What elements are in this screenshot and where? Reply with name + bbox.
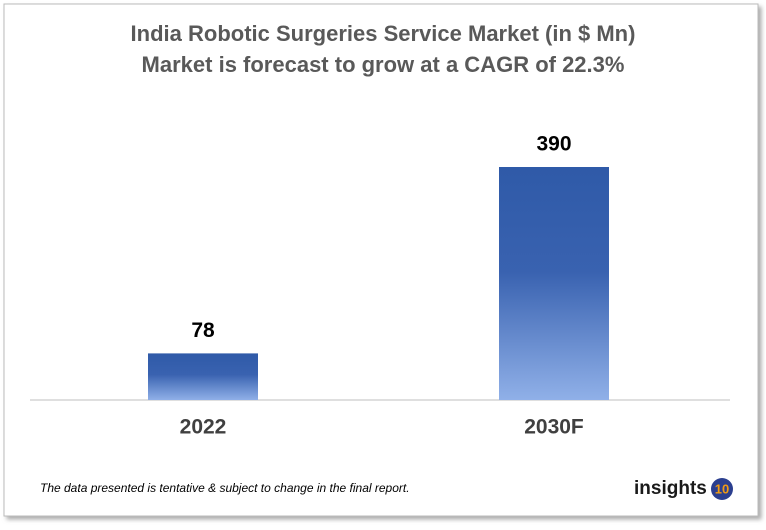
logo-text: insights [634, 478, 707, 499]
value-label: 390 [536, 133, 571, 156]
x-tick-label: 2030F [524, 416, 584, 439]
value-label: 78 [191, 319, 215, 342]
bar [148, 353, 258, 400]
chart-title: India Robotic Surgeries Service Market (… [131, 21, 636, 46]
x-tick-label: 2022 [180, 416, 227, 439]
chart-subtitle: Market is forecast to grow at a CAGR of … [142, 52, 625, 77]
logo-badge [711, 478, 733, 500]
frame [3, 3, 759, 517]
footnote: The data presented is tentative & subjec… [40, 481, 410, 495]
bar [499, 167, 609, 400]
logo-badge-text: 10 [715, 481, 729, 496]
